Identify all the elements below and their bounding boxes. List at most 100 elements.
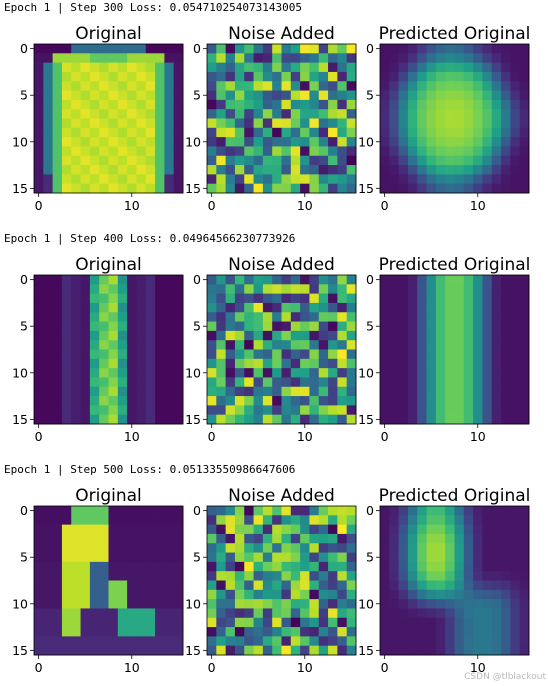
heatmap-cell — [127, 146, 137, 157]
heatmap-cell — [117, 377, 128, 388]
heatmap-cell — [253, 414, 264, 425]
heatmap-cell — [300, 284, 310, 295]
heatmap-cell — [272, 358, 282, 369]
heatmap-cell — [34, 174, 44, 185]
y-tick-label: 0 — [20, 41, 28, 56]
heatmap-cell — [337, 349, 348, 360]
heatmap-cell — [281, 53, 292, 64]
heatmap-cell — [417, 284, 427, 295]
heatmap-cell — [99, 340, 109, 350]
heatmap-cell — [71, 312, 81, 322]
heatmap-cell — [389, 627, 400, 637]
heatmap-cell — [127, 543, 137, 553]
heatmap-cell — [155, 396, 165, 406]
watermark: CSDN @tlblackout — [464, 672, 546, 682]
heatmap-cell — [482, 340, 493, 350]
heatmap-cell — [463, 71, 474, 82]
heatmap-cell — [99, 599, 109, 609]
heatmap-cell — [426, 118, 437, 129]
heatmap-cell — [225, 396, 236, 406]
heatmap-cell — [262, 414, 273, 425]
heatmap-cell — [417, 109, 427, 119]
heatmap-cell — [337, 617, 348, 628]
heatmap-cell — [337, 302, 348, 313]
heatmap-cell — [281, 321, 292, 332]
heatmap-cell — [108, 396, 119, 406]
heatmap-cell — [43, 183, 54, 194]
heatmap-cell — [380, 330, 390, 341]
heatmap-cell — [389, 44, 400, 54]
heatmap-cell — [34, 53, 44, 64]
heatmap-cell — [281, 515, 292, 526]
x-tick-label: 0 — [35, 660, 43, 675]
heatmap-cell — [145, 109, 156, 119]
heatmap-cell — [380, 524, 390, 535]
heatmap-cell — [80, 321, 91, 332]
heatmap-cell — [510, 543, 521, 553]
heatmap-cell — [155, 552, 165, 563]
heatmap-cell — [510, 571, 521, 581]
heatmap-cell — [272, 165, 282, 175]
heatmap-cell — [173, 396, 184, 406]
heatmap-cell — [173, 608, 184, 619]
heatmap-cell — [127, 358, 137, 369]
heatmap-cell — [52, 349, 63, 360]
heatmap-cell — [337, 524, 348, 535]
x-tick-label: 0 — [35, 198, 43, 213]
heatmap-cell — [281, 90, 292, 101]
heatmap-cell — [290, 608, 301, 619]
heatmap-cell — [43, 330, 54, 341]
heatmap-cell — [108, 377, 119, 388]
heatmap-cell — [71, 617, 81, 628]
heatmap-cell — [290, 636, 301, 647]
heatmap-cell — [61, 617, 72, 628]
heatmap-cell — [136, 627, 147, 637]
heatmap-cell — [136, 515, 147, 526]
heatmap-cell — [417, 386, 427, 397]
heatmap-cell — [136, 358, 147, 369]
heatmap-cell — [519, 571, 530, 581]
heatmap-cell — [234, 599, 245, 609]
heatmap-cell — [328, 312, 338, 322]
heatmap-cell — [43, 174, 54, 185]
heatmap-cell — [318, 377, 329, 388]
heatmap-cell — [328, 53, 338, 64]
heatmap-cell — [417, 608, 427, 619]
heatmap-cell — [43, 396, 54, 406]
heatmap-cell — [510, 44, 521, 54]
heatmap-cell — [463, 358, 474, 369]
heatmap-cell — [445, 349, 455, 360]
heatmap-cell — [164, 137, 175, 147]
heatmap-cell — [34, 599, 44, 609]
heatmap-cell — [491, 90, 502, 101]
heatmap-cell — [253, 137, 264, 147]
heatmap-cell — [417, 552, 427, 563]
heatmap-cell — [501, 636, 511, 647]
heatmap-cell — [290, 90, 301, 101]
heatmap-cell — [216, 571, 227, 581]
heatmap-cell — [300, 81, 310, 91]
heatmap-cell — [173, 99, 184, 110]
y-tick-label: 15 — [12, 643, 28, 658]
heatmap-cell — [52, 293, 63, 304]
heatmap-cell — [71, 571, 81, 581]
heatmap-cell — [71, 414, 81, 425]
heatmap-cell — [52, 515, 63, 526]
heatmap-cell — [155, 53, 165, 64]
heatmap-cell — [463, 165, 474, 175]
heatmap-cell — [398, 174, 409, 185]
heatmap-cell — [80, 62, 91, 73]
heatmap-cell — [136, 552, 147, 563]
heatmap-cell — [491, 636, 502, 647]
heatmap-cell — [407, 330, 418, 341]
heatmap-cell — [435, 396, 446, 406]
heatmap-cell — [328, 396, 338, 406]
heatmap-cell — [61, 515, 72, 526]
heatmap-cell — [43, 617, 54, 628]
y-tick-label: 5 — [20, 319, 28, 334]
heatmap-cell — [328, 414, 338, 425]
heatmap-cell — [89, 617, 100, 628]
